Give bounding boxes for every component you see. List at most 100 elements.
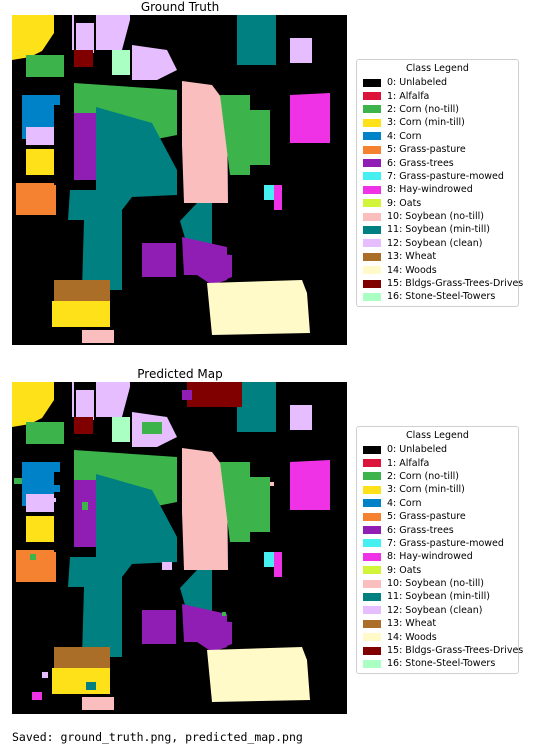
legend-item: 10: Soybean (no-till)	[363, 577, 512, 590]
misclassified-cluster	[182, 390, 192, 400]
legend-swatch	[363, 105, 381, 114]
legend-label: 1: Alfalfa	[387, 457, 430, 469]
legend-label: 8: Hay-windrowed	[387, 551, 473, 563]
region-class-6	[74, 113, 96, 180]
legend-label: 0: Unlabeled	[387, 444, 448, 456]
region-class-11	[68, 474, 177, 657]
legend-swatch	[363, 132, 381, 141]
misclassified-cluster	[14, 478, 22, 484]
region-class-14	[207, 647, 310, 702]
region-class-12	[96, 382, 130, 417]
misclassified-cluster	[244, 474, 248, 478]
legend-swatch	[363, 199, 381, 208]
legend-title: Class Legend	[406, 63, 469, 74]
region-class-13	[54, 280, 110, 303]
legend-swatch	[363, 185, 381, 194]
class-legend: Class Legend 0: Unlabeled 1: Alfalfa 2: Co…	[356, 426, 523, 674]
legend-label: 12: Soybean (clean)	[387, 237, 483, 249]
legend-item: 3: Corn (min-till)	[363, 116, 512, 129]
legend-item: 15: Bldgs-Grass-Trees-Drives	[363, 644, 523, 657]
legend-label: 14: Woods	[387, 264, 437, 276]
legend-swatch	[363, 78, 381, 87]
legend-item: 2: Corn (no-till)	[363, 103, 512, 116]
region-class-3	[12, 382, 54, 427]
legend-label: 2: Corn (no-till)	[387, 103, 459, 115]
legend-swatch	[363, 279, 381, 288]
region-class-11	[68, 107, 177, 290]
legend-label: 3: Corn (min-till)	[387, 484, 465, 496]
region-class-0	[54, 472, 74, 552]
legend-swatch	[363, 225, 381, 234]
legend-item: 7: Grass-pasture-mowed	[363, 537, 512, 550]
legend-swatch	[363, 512, 381, 521]
legend-swatch	[363, 252, 381, 261]
region-class-10	[182, 448, 228, 570]
misclassified-cluster	[82, 502, 88, 510]
misclassified-cluster	[187, 382, 242, 407]
region-class-6	[74, 480, 96, 547]
legend-item: 7: Grass-pasture-mowed	[363, 170, 512, 183]
region-class-15	[74, 50, 93, 67]
legend-label: 15: Bldgs-Grass-Trees-Drives	[387, 278, 524, 290]
legend-swatch	[363, 659, 381, 668]
legend-label: 10: Soybean (no-till)	[387, 211, 485, 223]
misclassified-cluster	[142, 422, 162, 434]
legend-swatch	[363, 472, 381, 481]
legend-label: 3: Corn (min-till)	[387, 117, 465, 129]
legend-label: 9: Oats	[387, 564, 422, 576]
region-class-12	[132, 45, 177, 80]
region-class-6	[204, 620, 232, 652]
predicted-map-title: Predicted Map	[137, 367, 223, 381]
legend-swatch	[363, 499, 381, 508]
legend-label: 5: Grass-pasture	[387, 511, 466, 523]
legend-item: 15: Bldgs-Grass-Trees-Drives	[363, 277, 523, 290]
region-class-15	[74, 417, 93, 434]
legend-label: 2: Corn (no-till)	[387, 470, 459, 482]
region-class-10	[82, 697, 114, 710]
region-class-3	[52, 301, 110, 327]
legend-swatch	[363, 592, 381, 601]
region-class-16	[112, 50, 130, 75]
region-class-5	[16, 550, 56, 582]
legend-swatch	[363, 646, 381, 655]
legend-label: 13: Wheat	[387, 618, 437, 630]
legend-label: 4: Corn	[387, 130, 422, 142]
legend-item: 16: Stone-Steel-Towers	[363, 290, 512, 303]
region-class-2	[250, 477, 270, 532]
legend-swatch	[363, 459, 381, 468]
legend-item: 16: Stone-Steel-Towers	[363, 657, 512, 670]
misclassified-cluster	[30, 554, 36, 560]
region-class-3	[52, 668, 110, 694]
region-class-3	[12, 15, 54, 60]
misclassified-cluster	[222, 612, 226, 616]
legend-label: 7: Grass-pasture-mowed	[387, 537, 504, 549]
legend-label: 7: Grass-pasture-mowed	[387, 170, 504, 182]
region-class-10	[82, 330, 114, 343]
region-class-12	[76, 23, 94, 53]
legend-swatch	[363, 266, 381, 275]
legend-swatch	[363, 526, 381, 535]
region-class-14	[207, 280, 310, 335]
legend-swatch	[363, 606, 381, 615]
legend-item: 0: Unlabeled	[363, 76, 512, 89]
legend-item: 3: Corn (min-till)	[363, 483, 512, 496]
legend-label: 8: Hay-windrowed	[387, 184, 473, 196]
class-legend: Class Legend 0: Unlabeled 1: Alfalfa 2: Co…	[356, 59, 523, 307]
legend-label: 6: Grass-trees	[387, 157, 454, 169]
legend-label: 12: Soybean (clean)	[387, 604, 483, 616]
legend-label: 6: Grass-trees	[387, 524, 454, 536]
legend-swatch	[363, 172, 381, 181]
legend-label: 1: Alfalfa	[387, 90, 430, 102]
legend-swatch	[363, 445, 381, 454]
region-class-5	[16, 183, 56, 215]
legend-item: 4: Corn	[363, 497, 512, 510]
region-class-12	[72, 382, 74, 417]
region-class-11	[237, 382, 276, 432]
region-class-3	[26, 149, 60, 175]
region-class-2	[26, 422, 64, 444]
region-class-10	[182, 81, 228, 203]
legend-swatch	[363, 92, 381, 101]
region-class-16	[112, 417, 130, 442]
region-class-8	[290, 93, 330, 143]
legend-item: 4: Corn	[363, 130, 512, 143]
